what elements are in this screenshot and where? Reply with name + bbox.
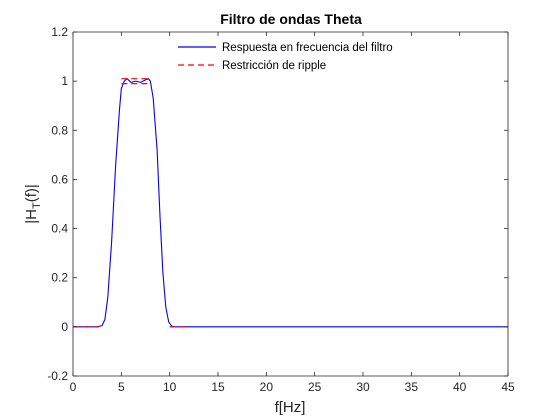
x-axis-label: f[Hz] — [275, 399, 306, 416]
legend-label-frequency-response: Respuesta en frecuencia del filtro — [222, 42, 393, 54]
x-tick-label: 30 — [356, 380, 370, 394]
x-tick-label: 40 — [453, 380, 467, 394]
x-ticks: 0 5 10 15 20 25 30 35 40 45 — [70, 32, 515, 394]
x-tick-label: 5 — [118, 380, 125, 394]
y-tick-label: 0.2 — [51, 271, 68, 285]
axes-background — [73, 32, 508, 376]
y-ticks: -0.2 0 0.2 0.4 0.6 0.8 1 1.2 — [47, 25, 508, 383]
x-tick-label: 25 — [308, 380, 322, 394]
y-tick-label: 0.4 — [51, 222, 68, 236]
legend: Respuesta en frecuencia del filtro Restr… — [172, 36, 404, 74]
y-axis-label-tail: (f)| — [23, 184, 40, 202]
chart-title: Filtro de ondas Theta — [220, 11, 362, 27]
plot-area — [73, 32, 508, 376]
series-layer — [73, 78, 508, 328]
x-tick-label: 35 — [405, 380, 419, 394]
x-tick-label: 20 — [260, 380, 274, 394]
y-tick-label: 1.2 — [51, 25, 68, 39]
y-tick-label: 0 — [61, 320, 68, 334]
y-axis-label-subscript: T — [31, 202, 43, 209]
y-tick-label: 1 — [61, 74, 68, 88]
axes-box — [72, 31, 509, 377]
y-tick-label: 0.8 — [51, 123, 68, 137]
y-axis-label: |HT(f)| — [23, 184, 43, 224]
x-tick-label: 15 — [211, 380, 225, 394]
y-tick-label: -0.2 — [47, 369, 68, 383]
legend-label-ripple-constraint: Restricción de ripple — [222, 60, 326, 72]
x-tick-label: 45 — [501, 380, 515, 394]
x-tick-label: 10 — [163, 380, 177, 394]
y-axis-label-main: |H — [23, 209, 40, 224]
y-tick-label: 0.6 — [51, 172, 68, 186]
legend-box — [172, 36, 404, 74]
series-line-frequency-response — [73, 78, 508, 328]
x-tick-label: 0 — [70, 380, 77, 394]
